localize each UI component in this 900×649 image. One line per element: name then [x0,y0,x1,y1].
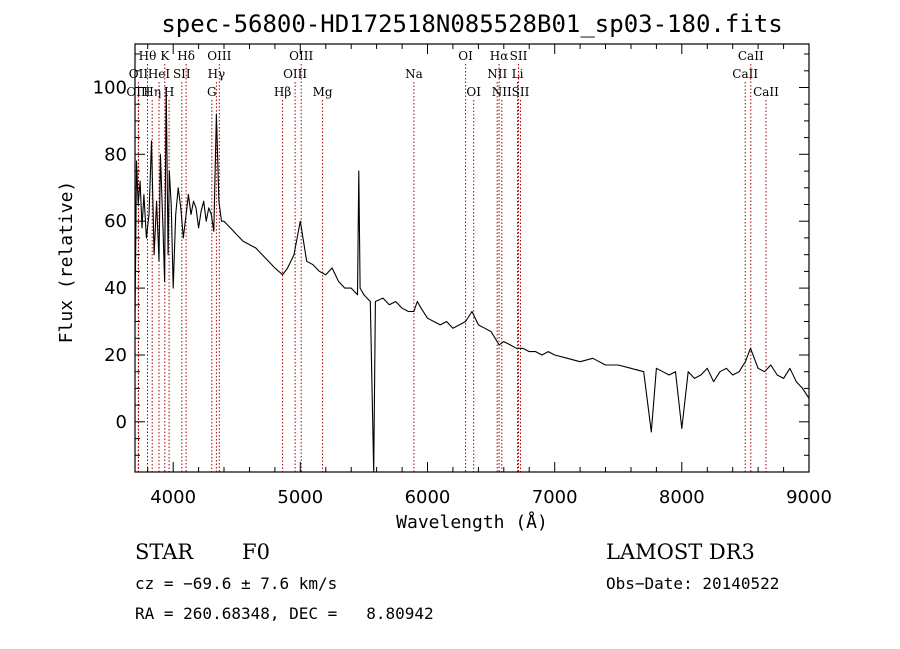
x-axis: 4000 5000 6000 7000 8000 9000 [147,44,832,508]
line-label: Hθ [139,49,157,63]
ra-dec-coordinates: RA = 260.68348, DEC = 8.80942 [135,604,434,623]
line-label: K [160,49,170,63]
line-label: Hδ [177,49,195,63]
line-label: Li [512,67,524,81]
chart-title: spec-56800-HD172518N085528B01_sp03-180.f… [161,10,782,38]
spectral-line-markers [137,64,767,472]
line-label: SII [173,67,191,81]
observation-date: Obs−Date: 20140522 [606,574,780,593]
line-label: OIII [283,67,307,81]
line-label: OIII [289,49,313,63]
line-label: Hβ [274,85,291,99]
line-label: OIII [126,85,150,99]
survey-name: LAMOST DR3 [606,540,755,564]
line-label: OIII [207,49,231,63]
x-axis-label: Wavelength (Å) [396,511,548,533]
line-label: SII [510,49,528,63]
line-label: CaII [753,85,779,99]
y-axis: 0 20 40 60 80 100 [93,53,809,456]
line-label: Hα [490,49,509,63]
line-label: OI [466,85,481,99]
line-label: Hγ [208,67,226,81]
y-axis-label: Flux (relative) [56,181,77,344]
y-tick-label: 0 [116,412,127,433]
line-label: G [207,85,217,99]
x-tick-label: 6000 [405,487,451,508]
y-tick-label: 100 [93,77,127,98]
line-label: CaII [732,67,758,81]
line-label: NII [492,85,512,99]
y-tick-label: 20 [104,345,127,366]
x-tick-label: 4000 [150,487,196,508]
y-tick-label: 60 [104,211,127,232]
plot-frame [134,43,810,473]
line-label: SII [512,85,530,99]
line-label: NII [487,67,507,81]
line-label: CaII [738,49,764,63]
object-class: STAR [135,540,194,564]
object-subclass: F0 [242,540,270,564]
x-tick-label: 9000 [786,487,832,508]
y-tick-label: 80 [104,144,127,165]
redshift-velocity: cz = −69.6 ± 7.6 km/s [135,574,338,593]
line-label: HeI [148,67,171,81]
y-tick-label: 40 [104,278,127,299]
line-label: Na [405,67,423,81]
line-label: OII [129,67,149,81]
line-label: H [164,85,174,99]
line-label: Mg [313,85,333,99]
spectrum-line [134,86,810,473]
line-label: OI [458,49,473,63]
x-tick-label: 5000 [277,487,323,508]
line-label: Hη [143,85,161,99]
x-tick-label: 8000 [659,487,705,508]
x-tick-label: 7000 [532,487,578,508]
